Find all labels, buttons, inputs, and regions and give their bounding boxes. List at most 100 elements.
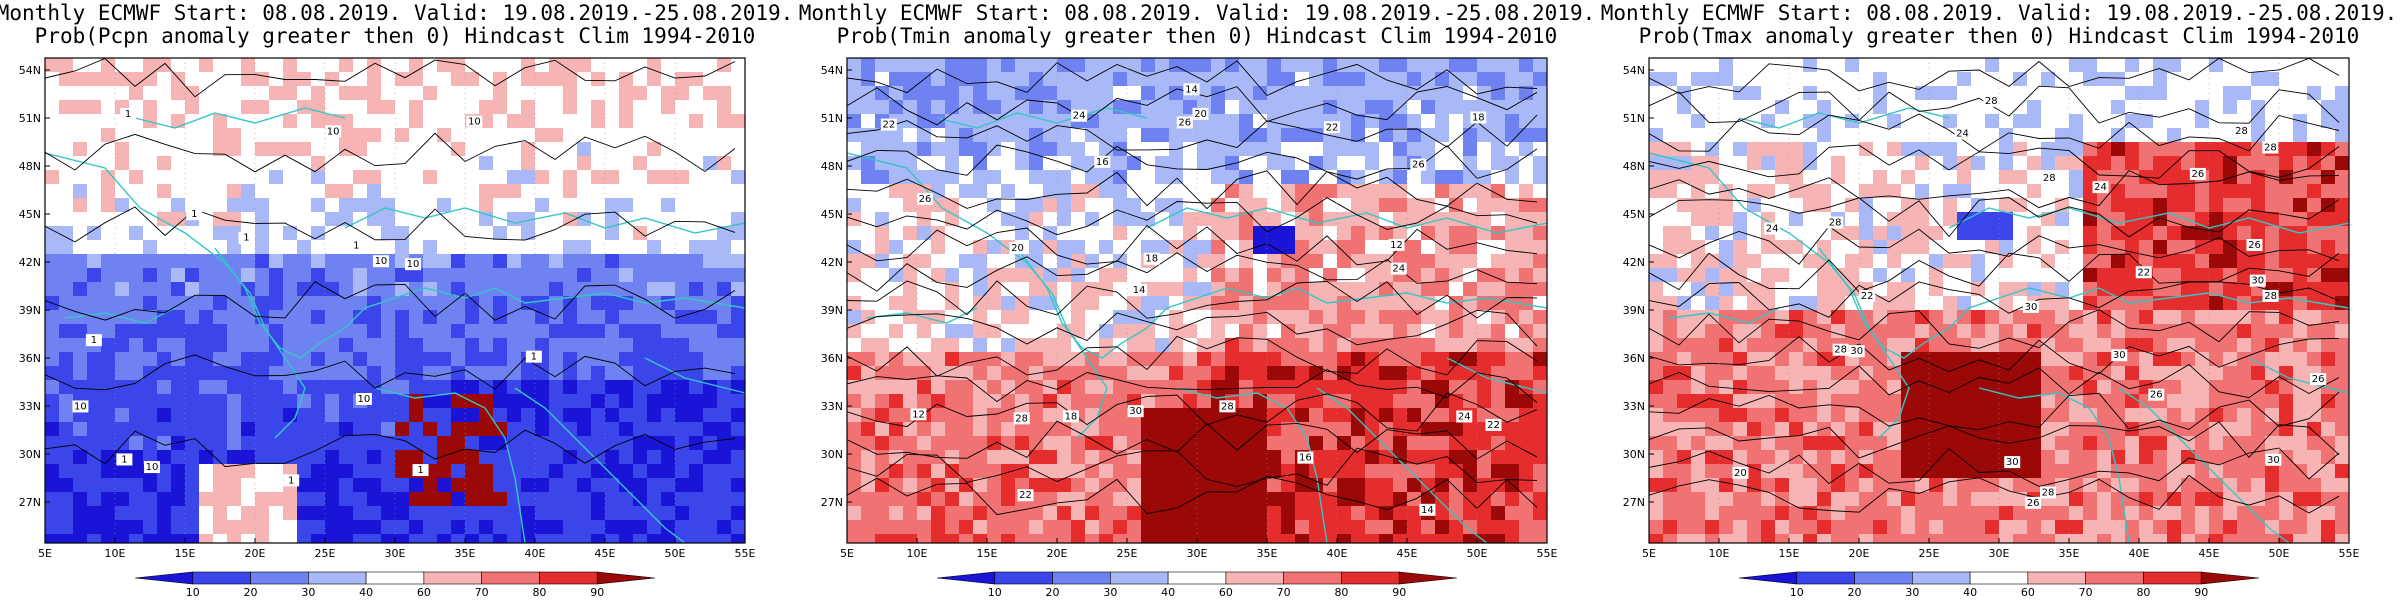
field-cell — [2209, 184, 2224, 199]
field-cell — [479, 450, 494, 465]
field-cell — [101, 464, 116, 479]
field-cell — [1211, 520, 1226, 535]
field-cell — [2041, 366, 2056, 381]
field-cell — [507, 128, 522, 143]
field-cell — [87, 422, 102, 437]
field-cell — [903, 254, 918, 269]
field-cell — [227, 352, 242, 367]
colorbar-segment — [423, 571, 482, 585]
field-cell — [535, 450, 550, 465]
field-cell — [2335, 254, 2349, 269]
field-cell — [1365, 352, 1380, 367]
field-cell — [2195, 114, 2210, 129]
field-cell — [465, 450, 480, 465]
field-cell — [1323, 86, 1338, 101]
field-cell — [1803, 380, 1818, 395]
field-cell — [2251, 142, 2266, 157]
field-cell — [1803, 352, 1818, 367]
field-cell — [45, 184, 60, 199]
panel-title-line2: Prob(Tmax anomaly greater then 0) Hindca… — [1639, 24, 2360, 48]
field-cell — [451, 520, 466, 535]
field-cell — [1761, 170, 1776, 185]
field-cell — [1463, 296, 1478, 311]
field-cell — [1281, 366, 1296, 381]
field-cell — [2097, 338, 2112, 353]
field-cell — [381, 72, 396, 87]
field-cell — [861, 142, 876, 157]
field-cell — [255, 366, 270, 381]
field-cell — [1845, 324, 1860, 339]
field-cell — [1001, 296, 1016, 311]
field-cell — [1803, 268, 1818, 283]
field-cell — [1183, 324, 1198, 339]
field-cell — [2335, 240, 2349, 255]
lon-label: 35E — [455, 547, 476, 560]
field-cell — [903, 198, 918, 213]
field-cell — [1071, 86, 1086, 101]
field-cell — [73, 352, 88, 367]
field-cell — [1113, 352, 1128, 367]
field-cell — [1183, 520, 1198, 535]
field-cell — [1337, 184, 1352, 199]
field-cell — [535, 310, 550, 325]
field-cell — [437, 296, 452, 311]
field-cell — [2167, 268, 2182, 283]
field-cell — [311, 506, 326, 521]
field-cell — [1859, 86, 1874, 101]
field-cell — [2041, 72, 2056, 87]
field-cell — [1985, 226, 2000, 241]
field-cell — [847, 478, 862, 493]
field-cell — [1803, 310, 1818, 325]
field-cell — [437, 58, 452, 73]
field-cell — [1113, 478, 1128, 493]
field-cell — [1211, 380, 1226, 395]
field-cell — [507, 142, 522, 157]
field-cell — [1831, 72, 1846, 87]
lon-label: 10E — [105, 547, 126, 560]
field-cell — [1929, 86, 1944, 101]
field-cell — [2069, 86, 2084, 101]
field-cell — [1309, 534, 1324, 543]
field-cell — [1309, 282, 1324, 297]
field-cell — [1761, 296, 1776, 311]
contour-label-text: 16 — [1096, 157, 1109, 168]
field-cell — [2097, 128, 2112, 143]
field-cell — [633, 114, 648, 129]
field-cell — [703, 226, 718, 241]
field-cell — [437, 464, 452, 479]
field-cell — [1491, 338, 1506, 353]
field-cell — [2139, 352, 2154, 367]
field-cell — [2279, 142, 2294, 157]
field-cell — [1649, 282, 1664, 297]
field-cell — [1239, 310, 1254, 325]
field-cell — [1421, 394, 1436, 409]
field-cell — [1393, 506, 1408, 521]
field-cell — [1533, 128, 1547, 143]
field-cell — [2125, 240, 2140, 255]
field-cell — [675, 198, 690, 213]
field-cell — [577, 128, 592, 143]
field-cell — [1113, 324, 1128, 339]
field-cell — [889, 366, 904, 381]
field-cell — [1873, 310, 1888, 325]
field-cell — [1141, 534, 1156, 543]
field-cell — [451, 240, 466, 255]
field-cell — [2321, 310, 2336, 325]
field-cell — [395, 366, 410, 381]
field-cell — [213, 296, 228, 311]
field-cell — [479, 380, 494, 395]
field-cell — [171, 86, 186, 101]
field-cell — [1491, 268, 1506, 283]
field-cell — [1789, 86, 1804, 101]
field-cell — [1435, 310, 1450, 325]
field-cell — [2335, 198, 2349, 213]
field-cell — [931, 408, 946, 423]
contour-label: 26 — [1176, 116, 1193, 129]
field-cell — [1691, 114, 1706, 129]
field-cell — [1463, 450, 1478, 465]
field-cell — [45, 310, 60, 325]
field-cell — [1449, 114, 1464, 129]
field-cell — [311, 296, 326, 311]
field-cell — [1691, 254, 1706, 269]
contour-line — [45, 429, 736, 468]
